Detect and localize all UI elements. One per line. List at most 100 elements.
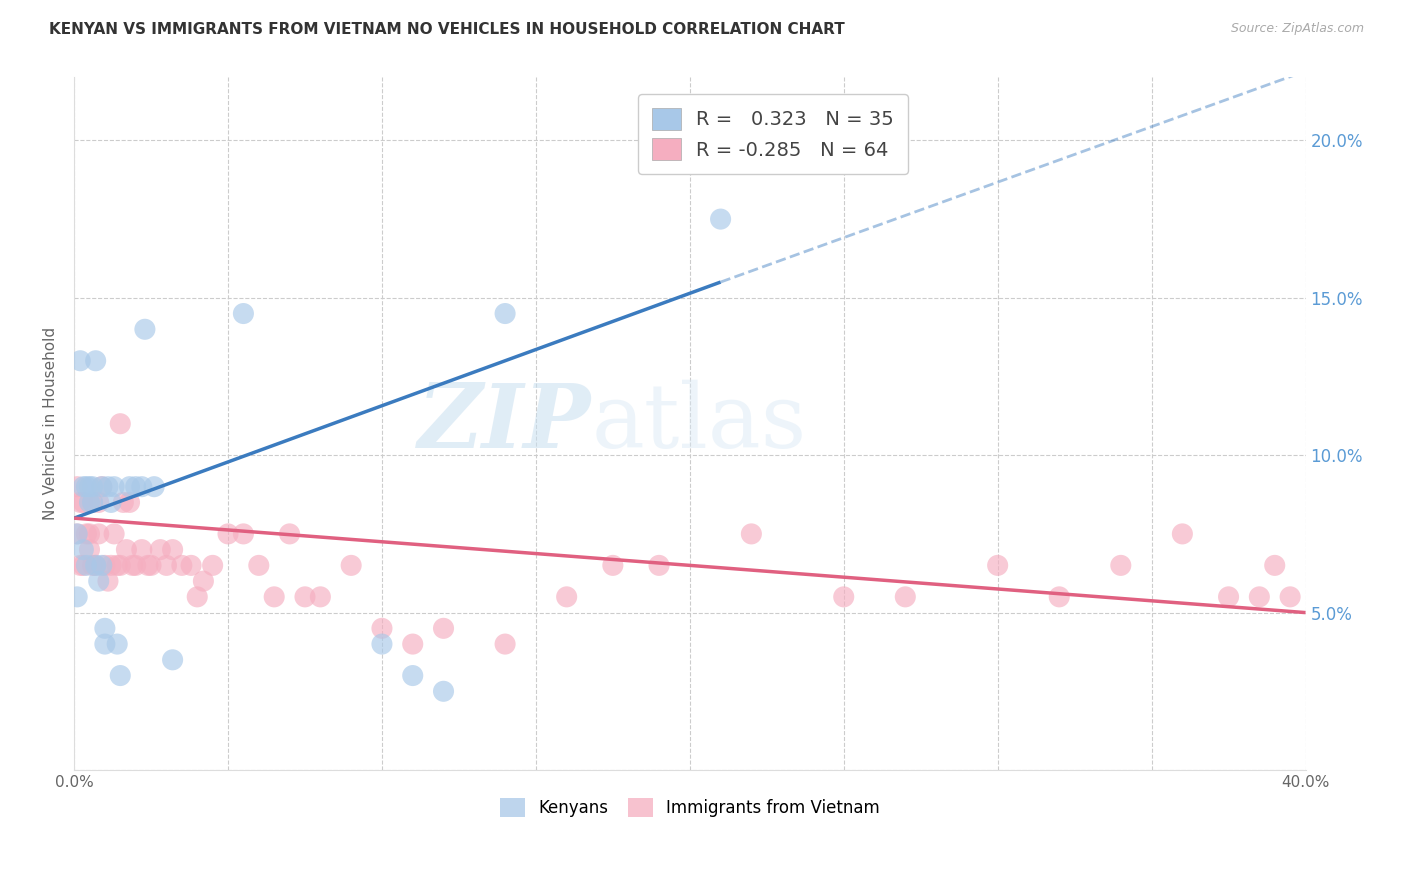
Point [121, 558, 143, 573]
Point [1047, 590, 1070, 604]
Point [94, 637, 117, 651]
Point [432, 684, 454, 698]
Point [131, 480, 153, 494]
Point [69, 353, 91, 368]
Point [75, 527, 97, 541]
Point [131, 542, 153, 557]
Point [294, 590, 316, 604]
Point [66, 590, 89, 604]
Point [118, 480, 141, 494]
Point [371, 621, 394, 635]
Point [97, 574, 120, 588]
Point [1218, 590, 1240, 604]
Point [94, 558, 117, 573]
Point [110, 417, 132, 431]
Point [894, 590, 917, 604]
Point [1279, 590, 1302, 604]
Point [105, 558, 128, 573]
Point [1171, 527, 1194, 541]
Point [180, 558, 202, 573]
Point [105, 637, 128, 651]
Legend: Kenyans, Immigrants from Vietnam: Kenyans, Immigrants from Vietnam [494, 791, 887, 824]
Point [648, 558, 671, 573]
Point [232, 307, 254, 321]
Point [84, 353, 107, 368]
Point [139, 558, 162, 573]
Point [832, 590, 855, 604]
Point [66, 527, 89, 541]
Point [82, 480, 104, 494]
Point [90, 558, 112, 573]
Point [602, 558, 624, 573]
Point [1249, 590, 1271, 604]
Text: atlas: atlas [592, 380, 807, 467]
Point [263, 590, 285, 604]
Point [124, 558, 146, 573]
Point [987, 558, 1010, 573]
Text: Source: ZipAtlas.com: Source: ZipAtlas.com [1230, 22, 1364, 36]
Point [90, 480, 112, 494]
Point [75, 480, 97, 494]
Point [201, 558, 224, 573]
Point [402, 668, 425, 682]
Point [69, 495, 91, 509]
Point [87, 527, 110, 541]
Point [90, 480, 112, 494]
Point [72, 480, 94, 494]
Point [186, 590, 208, 604]
Point [155, 558, 177, 573]
Point [1109, 558, 1132, 573]
Point [82, 495, 104, 509]
Point [100, 558, 122, 573]
Point [79, 542, 101, 557]
Point [309, 590, 332, 604]
Text: ZIP: ZIP [418, 381, 592, 467]
Y-axis label: No Vehicles in Household: No Vehicles in Household [44, 327, 58, 520]
Point [84, 558, 107, 573]
Point [555, 590, 578, 604]
Point [278, 527, 301, 541]
Point [110, 668, 132, 682]
Point [79, 527, 101, 541]
Point [136, 558, 159, 573]
Point [87, 495, 110, 509]
Point [247, 558, 270, 573]
Point [66, 480, 89, 494]
Point [371, 637, 394, 651]
Point [710, 212, 733, 227]
Point [75, 558, 97, 573]
Point [1264, 558, 1286, 573]
Point [232, 527, 254, 541]
Point [72, 558, 94, 573]
Point [103, 480, 125, 494]
Point [402, 637, 425, 651]
Point [149, 542, 172, 557]
Point [87, 574, 110, 588]
Point [134, 322, 156, 336]
Point [740, 527, 762, 541]
Point [82, 495, 104, 509]
Point [162, 542, 184, 557]
Point [115, 542, 138, 557]
Point [97, 480, 120, 494]
Text: KENYAN VS IMMIGRANTS FROM VIETNAM NO VEHICLES IN HOUSEHOLD CORRELATION CHART: KENYAN VS IMMIGRANTS FROM VIETNAM NO VEH… [49, 22, 845, 37]
Point [72, 495, 94, 509]
Point [112, 495, 135, 509]
Point [494, 307, 516, 321]
Point [162, 653, 184, 667]
Point [82, 558, 104, 573]
Point [72, 542, 94, 557]
Point [217, 527, 239, 541]
Point [124, 480, 146, 494]
Point [79, 495, 101, 509]
Point [79, 480, 101, 494]
Point [170, 558, 193, 573]
Point [494, 637, 516, 651]
Point [118, 495, 141, 509]
Point [432, 621, 454, 635]
Point [94, 621, 117, 635]
Point [340, 558, 363, 573]
Point [84, 558, 107, 573]
Point [100, 495, 122, 509]
Point [193, 574, 215, 588]
